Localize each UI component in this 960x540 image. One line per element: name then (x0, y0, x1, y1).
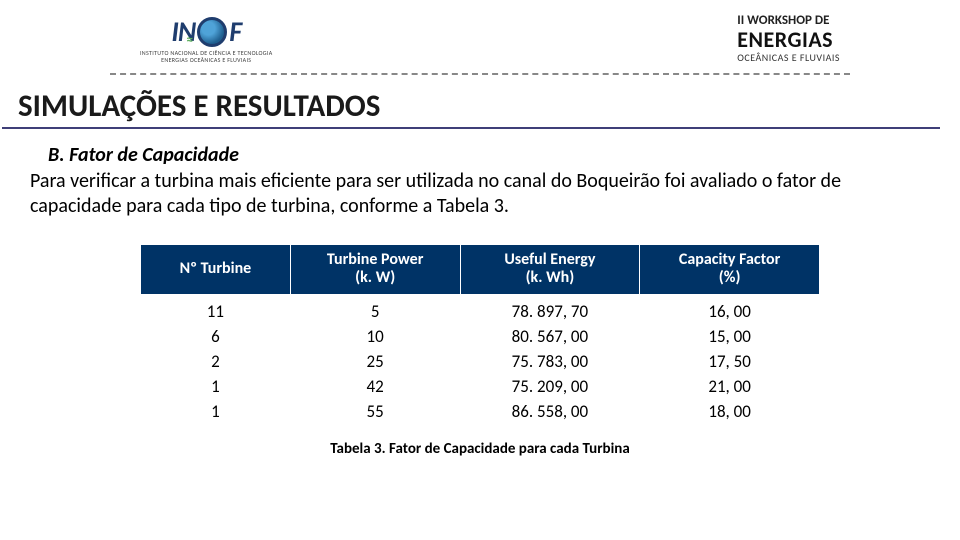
table-cell: 25 (290, 349, 460, 374)
workshop-line3: OCEÂNICAS E FLUVIAIS (737, 53, 840, 64)
table-cell: 75. 783, 00 (460, 349, 640, 374)
table-col-header: Nº Turbine (141, 245, 291, 295)
table-row: 22575. 783, 0017, 50 (141, 349, 820, 374)
table-cell: 10 (290, 324, 460, 349)
page-title: SIMULAÇÕES E RESULTADOS (2, 75, 940, 129)
wave-icon: ≈ (186, 31, 192, 48)
table-cell: 16, 00 (640, 294, 820, 324)
table-cell: 75. 209, 00 (460, 374, 640, 399)
table-col-header: Turbine Power(k. W) (290, 245, 460, 295)
table-caption: Tabela 3. Fator de Capacidade para cada … (0, 440, 960, 458)
table-col-header: Useful Energy(k. Wh) (460, 245, 640, 295)
table-cell: 86. 558, 00 (460, 399, 640, 424)
table-container: Nº TurbineTurbine Power(k. W)Useful Ener… (0, 244, 960, 424)
table-cell: 15, 00 (640, 324, 820, 349)
body-section: B. Fator de Capacidade Para verificar a … (0, 129, 960, 220)
table-cell: 42 (290, 374, 460, 399)
table-row: 61080. 567, 0015, 00 (141, 324, 820, 349)
table-cell: 2 (141, 349, 291, 374)
logo-ineof: IN ≈ F INSTITUTO NACIONAL DE CIÊNCIA E T… (140, 14, 272, 63)
table-cell: 11 (141, 294, 291, 324)
logo-workshop: II WORKSHOP DE ENERGIAS OCEÂNICAS E FLUV… (737, 14, 840, 63)
table-row: 11578. 897, 7016, 00 (141, 294, 820, 324)
sub-heading: B. Fator de Capacidade (20, 143, 940, 169)
table-row: 15586. 558, 0018, 00 (141, 399, 820, 424)
table-cell: 18, 00 (640, 399, 820, 424)
body-paragraph: Para verificar a turbina mais eficiente … (20, 169, 940, 220)
table-body: 11578. 897, 7016, 0061080. 567, 0015, 00… (141, 294, 820, 424)
workshop-line2: ENERGIAS (737, 28, 840, 51)
table-cell: 80. 567, 00 (460, 324, 640, 349)
table-header: Nº TurbineTurbine Power(k. W)Useful Ener… (141, 245, 820, 295)
table-col-header: Capacity Factor(%) (640, 245, 820, 295)
table-cell: 1 (141, 399, 291, 424)
table-cell: 55 (290, 399, 460, 424)
logo-suffix: F (229, 14, 241, 49)
table-cell: 1 (141, 374, 291, 399)
table-cell: 21, 00 (640, 374, 820, 399)
table-cell: 5 (290, 294, 460, 324)
table-cell: 78. 897, 70 (460, 294, 640, 324)
table-row: 14275. 209, 0021, 00 (141, 374, 820, 399)
logo-ineof-subtitle: INSTITUTO NACIONAL DE CIÊNCIA E TECNOLOG… (140, 50, 272, 63)
capacity-factor-table: Nº TurbineTurbine Power(k. W)Useful Ener… (140, 244, 820, 424)
globe-icon: ≈ (197, 17, 227, 47)
logo-ineof-wordmark: IN ≈ F (171, 14, 241, 49)
table-cell: 17, 50 (640, 349, 820, 374)
slide-header: IN ≈ F INSTITUTO NACIONAL DE CIÊNCIA E T… (0, 0, 960, 67)
table-cell: 6 (141, 324, 291, 349)
